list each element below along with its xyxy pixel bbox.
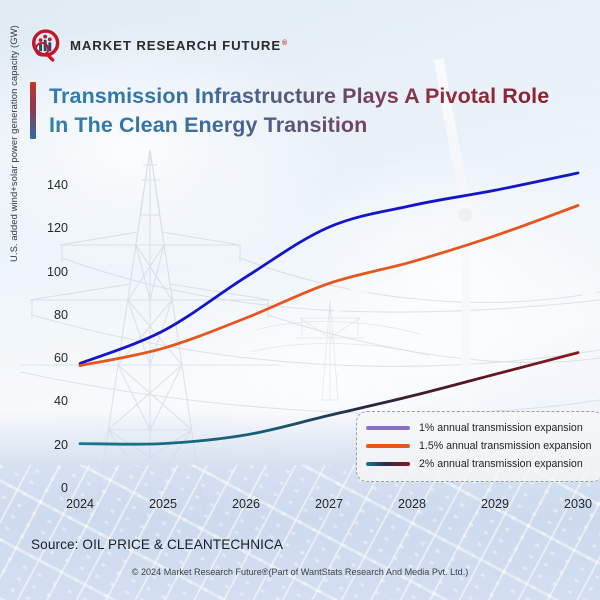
registered-mark: ® (282, 39, 289, 47)
y-tick-label: 140 (46, 178, 68, 192)
magnifier-bar-chart-icon (31, 29, 60, 62)
legend-item-2pct[interactable]: 2% annual transmission expansion (366, 455, 592, 473)
x-tick-label: 2026 (231, 497, 261, 511)
page-title: Transmission Infrastructure Plays A Pivo… (30, 82, 590, 140)
legend-swatch-1pct (366, 426, 410, 430)
turbine-hub-shade (458, 208, 472, 222)
x-tick-label: 2025 (148, 497, 178, 511)
solar-panel-texture (0, 465, 600, 600)
x-tick-label: 2029 (480, 497, 510, 511)
legend-swatch-1-5pct (366, 444, 410, 448)
legend-item-1pct[interactable]: 1% annual transmission expansion (366, 419, 592, 437)
x-tick-label: 2027 (314, 497, 344, 511)
source-text: Source: OIL PRICE & CLEANTECHNICA (31, 537, 284, 552)
y-tick-label: 120 (46, 221, 68, 236)
solar-panel-field (0, 465, 600, 600)
brand-logo[interactable]: MARKET RESEARCH FUTURE® (30, 29, 288, 62)
y-tick-label: 0 (60, 481, 68, 495)
y-tick-label: 20 (53, 437, 68, 452)
legend-swatch-2pct (366, 462, 410, 466)
legend-label-1-5pct: 1.5% annual transmission expansion (419, 440, 592, 452)
brand-logo-name: MARKET RESEARCH FUTURE (70, 38, 282, 53)
x-tick-label: 2024 (65, 497, 95, 511)
x-tick-label: 2028 (397, 497, 427, 511)
distant-pylon-icon (249, 299, 431, 401)
series-line-1-5pct (78, 204, 580, 367)
y-tick-label: 60 (53, 351, 68, 366)
series-line-1pct (78, 171, 580, 365)
legend-label-2pct: 2% annual transmission expansion (419, 458, 583, 470)
brand-logo-text: MARKET RESEARCH FUTURE® (70, 38, 288, 53)
title-accent-bar (30, 82, 36, 140)
y-tick-label: 80 (53, 307, 68, 322)
y-tick-label: 100 (46, 264, 68, 279)
legend-item-1-5pct[interactable]: 1.5% annual transmission expansion (366, 437, 592, 455)
series-line-2pct (78, 351, 580, 446)
y-tick-label: 40 (53, 394, 68, 409)
x-tick-label: 2030 (563, 497, 593, 511)
chart-legend[interactable]: 1% annual transmission expansion 1.5% an… (356, 411, 600, 482)
copyright-text: © 2024 Market Research Future®(Part of W… (131, 567, 469, 577)
legend-label-1pct: 1% annual transmission expansion (419, 422, 583, 434)
